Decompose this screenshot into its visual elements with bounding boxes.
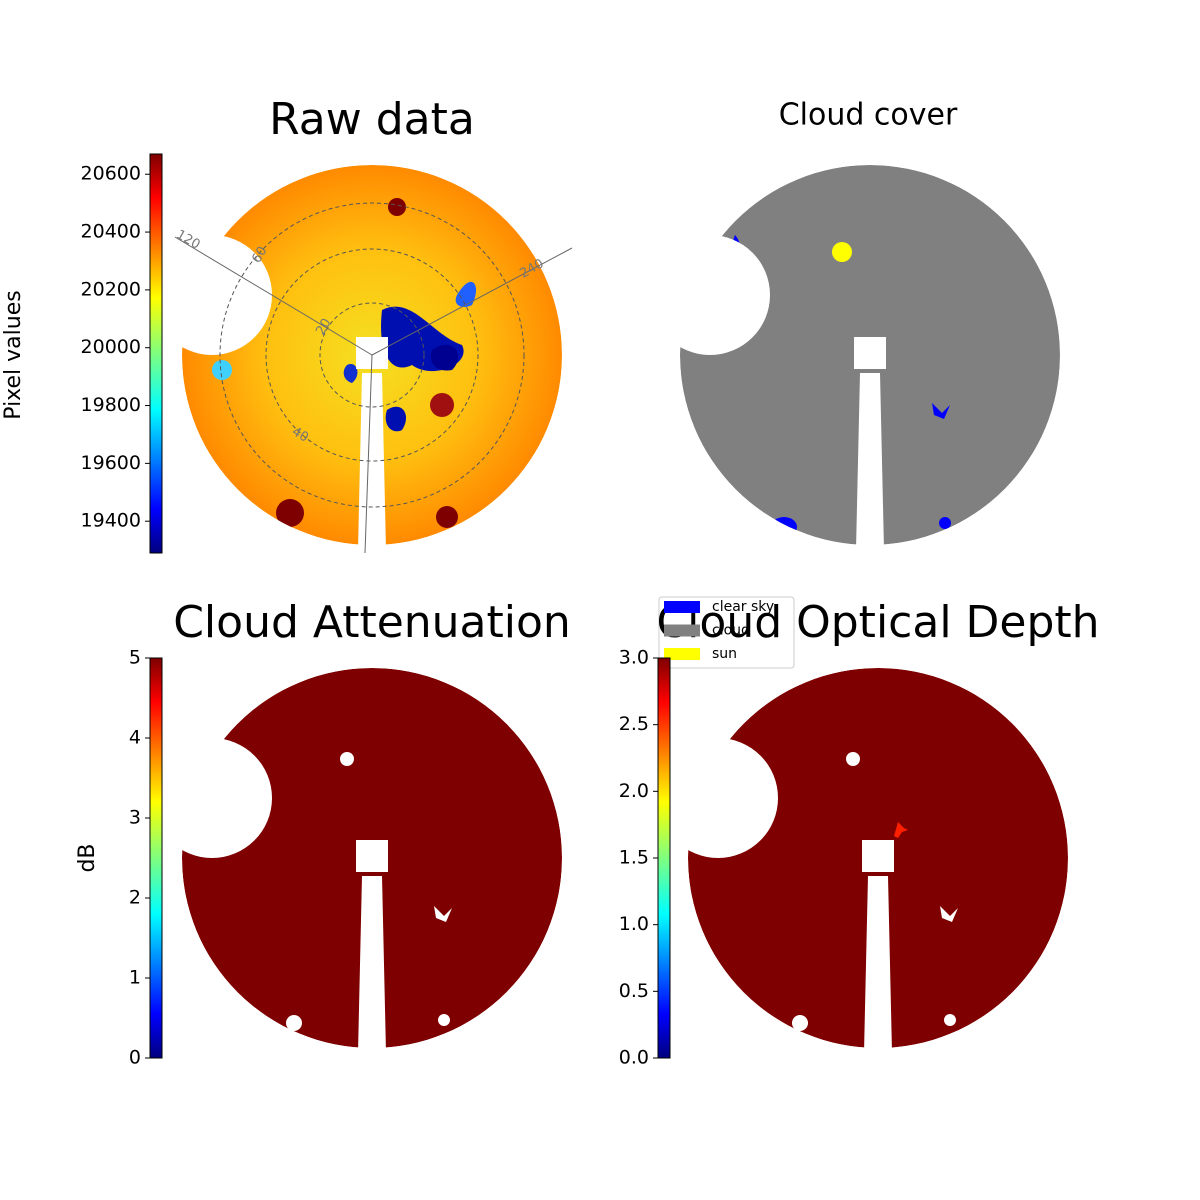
tick-label: 20200 — [81, 278, 141, 300]
tick-label: 4 — [129, 727, 141, 749]
colorbar — [149, 153, 163, 554]
tick-label: 20400 — [81, 221, 141, 243]
axis-label: dB — [75, 843, 100, 872]
tick-label: 3 — [129, 807, 141, 829]
axis-label: Pixel values — [1, 290, 26, 419]
raw-image: 120 240 20 40 60 — [173, 165, 573, 554]
colorbar — [657, 657, 671, 1059]
panel-title: Cloud Attenuation — [173, 597, 571, 648]
tick-label: 1 — [129, 967, 141, 989]
polar-label: 40 — [289, 424, 311, 445]
legend-label: clear sky — [712, 599, 774, 615]
legend-label: sun — [712, 646, 737, 662]
tick-label: 0 — [129, 1047, 141, 1069]
tick-label: 0.0 — [619, 1047, 649, 1069]
tick-label: 19400 — [81, 510, 141, 532]
tick-label: 1.0 — [619, 913, 649, 935]
tick-label: 0.5 — [619, 980, 649, 1002]
tick-label: 19600 — [81, 452, 141, 474]
colorbar — [149, 657, 163, 1059]
tick-label: 2 — [129, 887, 141, 909]
optical-depth-image — [688, 668, 1068, 1048]
tick-label: 20000 — [81, 336, 141, 358]
tick-label: 1.5 — [619, 847, 649, 869]
tick-label: 19800 — [81, 394, 141, 416]
cloud-cover-image — [680, 165, 1060, 545]
panel-title: Raw data — [269, 94, 475, 145]
tick-label: 2.0 — [619, 780, 649, 802]
panel-title: Cloud cover — [779, 98, 958, 133]
legend-swatch — [664, 624, 700, 637]
panel-title: Cloud Optical Depth — [656, 597, 1099, 648]
tick-label: 20600 — [81, 163, 141, 185]
polar-label: 20 — [313, 316, 334, 338]
tick-label: 3.0 — [619, 647, 649, 669]
tick-label: 2.5 — [619, 713, 649, 735]
legend-swatch — [664, 648, 700, 660]
polar-label: 60 — [249, 244, 270, 266]
polar-label: 120 — [173, 227, 202, 252]
tick-label: 5 — [129, 647, 141, 669]
legend-label: cloud — [712, 623, 750, 639]
attenuation-image — [182, 668, 562, 1048]
legend-swatch — [664, 601, 700, 613]
